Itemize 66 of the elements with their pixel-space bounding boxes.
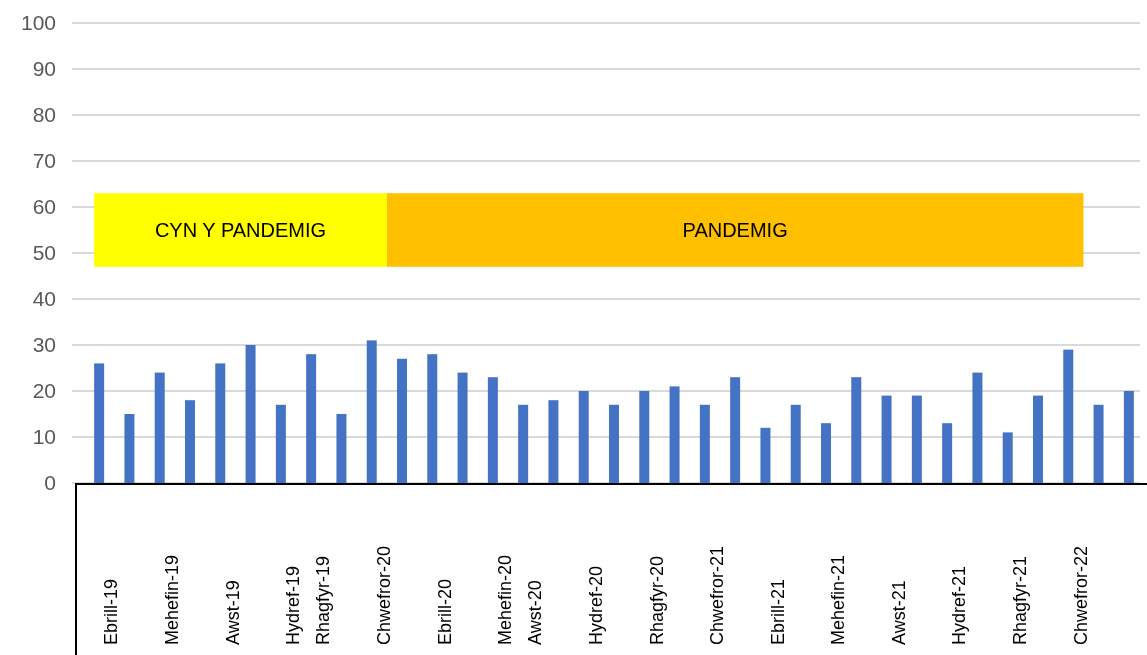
bar: [306, 354, 317, 483]
x-tick-label: Mehefin-20: [495, 554, 516, 645]
bar: [366, 340, 377, 483]
bar: [881, 395, 892, 483]
bar: [215, 363, 226, 483]
bar: [942, 423, 953, 483]
bar: [760, 427, 771, 483]
bar: [730, 377, 741, 483]
band-label: PANDEMIG: [682, 219, 788, 241]
y-tick-label: 100: [20, 11, 56, 35]
bar: [699, 404, 710, 483]
y-tick-label: 90: [32, 57, 56, 81]
bar: [972, 372, 983, 483]
x-tick-label: Ebrill-21: [767, 578, 788, 645]
bar: [124, 414, 135, 483]
bar: [851, 377, 862, 483]
y-tick-label: 0: [44, 471, 56, 495]
x-tick-label: Rhagfyr-20: [646, 555, 667, 645]
y-tick-label: 80: [32, 103, 56, 127]
x-tick-label: Rhagfyr-19: [313, 555, 334, 645]
bar: [427, 354, 438, 483]
x-tick-label: Mehefin-21: [828, 554, 849, 645]
x-tick-label: Rhagfyr-21: [1010, 555, 1031, 645]
x-tick-label: Chwefror-22: [1070, 545, 1091, 645]
bar: [336, 414, 347, 483]
bar: [1093, 404, 1104, 483]
bar: [275, 404, 286, 483]
bar: [578, 391, 589, 483]
bar: [154, 372, 165, 483]
bar: [609, 404, 619, 483]
x-tick-label: Ebrill-19: [101, 578, 122, 645]
bar: [487, 377, 498, 483]
y-tick-label: 30: [32, 333, 56, 357]
bar: [669, 386, 680, 483]
bar: [397, 358, 407, 483]
x-tick-label: Hydref-20: [586, 565, 607, 645]
bar: [548, 400, 559, 483]
x-tick-label: Hydref-19: [283, 565, 304, 645]
y-tick-label: 70: [32, 149, 56, 173]
bar: [821, 423, 831, 483]
bar: [639, 391, 650, 483]
bar: [518, 404, 529, 483]
bar: [185, 400, 195, 483]
x-tick-label: Awst-19: [222, 580, 243, 645]
x-tick-label: Ebrill-20: [434, 578, 455, 645]
bar: [1033, 395, 1043, 483]
bar: [1123, 391, 1134, 483]
bar: [911, 395, 922, 483]
bar: [1002, 432, 1013, 483]
x-tick-label: Awst-20: [525, 580, 546, 645]
band-label: CYN Y PANDEMIG: [154, 219, 327, 241]
y-tick-label: 20: [32, 379, 56, 403]
y-tick-label: 40: [32, 287, 56, 311]
x-tick-label: Mehefin-19: [162, 554, 183, 645]
y-tick-label: 10: [32, 425, 56, 449]
x-tick-label: Chwefror-21: [707, 545, 728, 645]
bar: [457, 372, 468, 483]
bar: [94, 363, 105, 483]
x-tick-label: Awst-21: [888, 580, 909, 645]
bar: [1063, 349, 1074, 483]
bar: [245, 345, 256, 483]
bar: [790, 404, 801, 483]
x-tick-label: Chwefror-20: [374, 545, 395, 645]
x-tick-label: Hydref-21: [949, 565, 970, 645]
y-tick-label: 50: [32, 241, 56, 265]
y-tick-label: 60: [32, 195, 56, 219]
